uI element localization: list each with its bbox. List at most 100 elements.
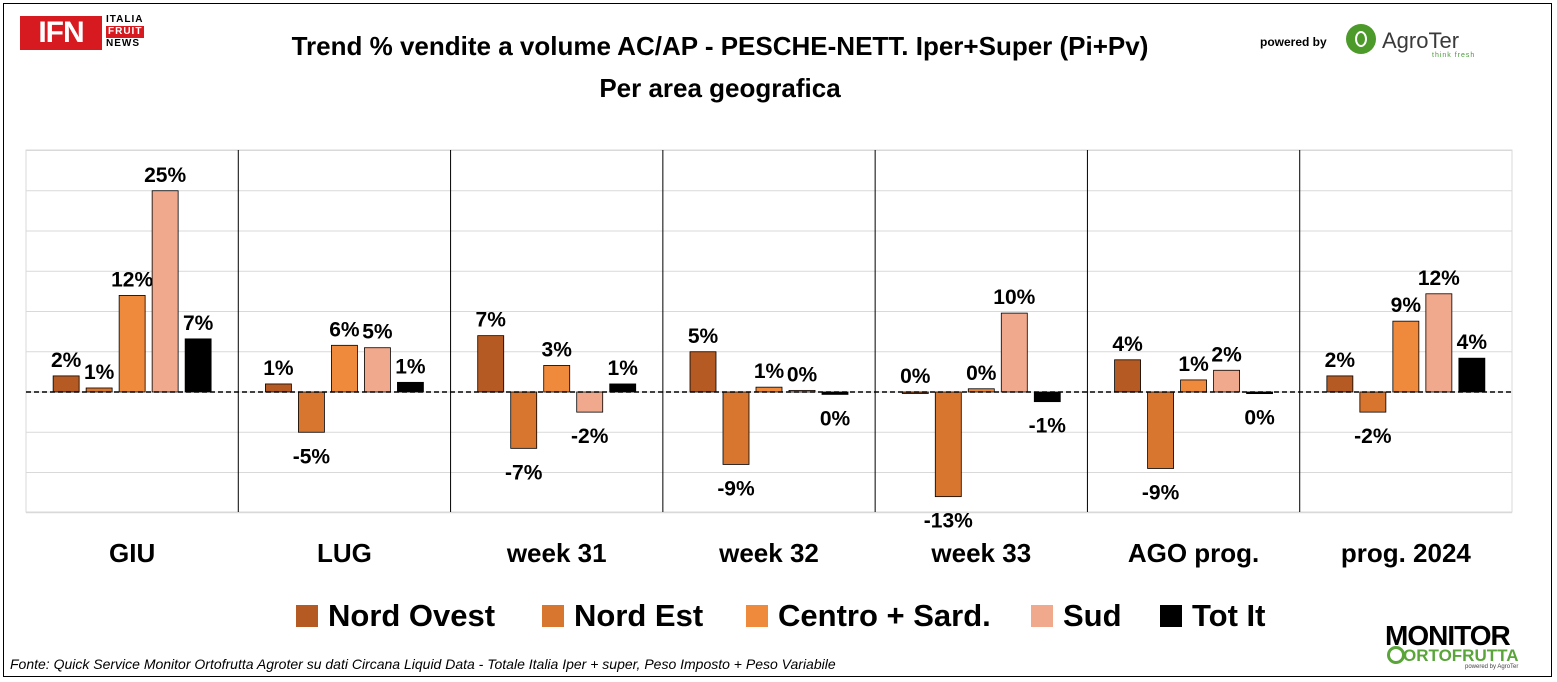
data-label: -7% [505, 461, 543, 484]
bar [576, 391, 604, 413]
bar [364, 347, 391, 393]
legend-swatch [542, 605, 564, 627]
bar [609, 383, 637, 393]
data-label: -2% [1354, 425, 1392, 448]
data-label: 0% [1244, 407, 1275, 430]
data-label: 10% [993, 286, 1035, 309]
bar [543, 365, 571, 393]
data-label: -9% [717, 477, 755, 500]
data-label: 5% [362, 321, 393, 344]
legend-swatch [1031, 605, 1053, 627]
legend-label: Tot It [1192, 598, 1266, 633]
legend-item: Sud [1031, 596, 1122, 636]
data-label: 1% [263, 357, 294, 380]
data-label: 0% [900, 365, 931, 388]
agroter-logo: AgroTer think fresh [1346, 22, 1476, 59]
legend-label: Nord Ovest [328, 598, 496, 633]
data-label: 4% [1457, 331, 1488, 354]
bar [1000, 312, 1028, 393]
category-label: prog. 2024 [1341, 538, 1472, 568]
data-label: 2% [1325, 349, 1356, 372]
agroter-logo-tagline: think fresh [1432, 52, 1476, 59]
monitor-logo-line2: ORTOFRUTTA [1403, 646, 1519, 665]
bar [1425, 293, 1453, 393]
bar [1326, 375, 1354, 393]
ifn-logo-line2: FRUIT [106, 26, 145, 38]
monitor-logo-line3: powered by AgroTer [1465, 664, 1519, 670]
legend-label: Sud [1063, 598, 1122, 633]
data-label: -2% [571, 425, 609, 448]
bar [331, 344, 358, 393]
legend-swatch [296, 605, 318, 627]
bar [1033, 391, 1061, 403]
data-label: 2% [51, 349, 82, 372]
agroter-logo-name: AgroTer [1382, 28, 1460, 53]
bar [722, 391, 750, 465]
category-label: week 31 [506, 538, 607, 568]
chart-frame [3, 3, 1552, 677]
category-label: LUG [317, 538, 372, 568]
bar [298, 391, 325, 433]
data-label: 7% [476, 309, 507, 332]
bar [397, 381, 424, 393]
data-label: 0% [820, 407, 851, 430]
data-label: 1% [608, 357, 639, 380]
data-label: 12% [1418, 267, 1460, 290]
legend-swatch [746, 605, 768, 627]
bar [1147, 391, 1174, 469]
data-label: 7% [183, 312, 214, 335]
agroter-leaf-icon [1346, 24, 1376, 54]
data-label: 2% [1211, 343, 1242, 366]
legend-label: Centro + Sard. [778, 598, 991, 633]
bar [934, 391, 962, 498]
data-label: 3% [542, 338, 573, 361]
category-label: week 32 [718, 538, 819, 568]
bar [1392, 320, 1420, 393]
ifn-logo-text: ITALIA FRUIT NEWS [106, 14, 164, 50]
bar [1359, 391, 1387, 413]
chart-subtitle: Per area geografica [599, 73, 841, 103]
data-label: -1% [1029, 415, 1067, 438]
bar [151, 190, 179, 393]
legend-item: Tot It [1160, 596, 1265, 636]
data-label: 1% [754, 360, 785, 383]
plot-area-border [25, 149, 1513, 513]
legend-item: Nord Est [542, 596, 703, 636]
category-label: week 33 [930, 538, 1031, 568]
bar [1458, 357, 1486, 393]
data-label: 25% [144, 164, 186, 187]
data-label: 0% [787, 363, 818, 386]
ifn-logo: IFN ITALIA FRUIT NEWS [20, 12, 165, 54]
chart-title: Trend % vendite a volume AC/AP - PESCHE-… [291, 31, 1149, 61]
data-label: 5% [688, 325, 719, 348]
monitor-logo-line1: MONITOR [1385, 620, 1511, 651]
bar [265, 383, 292, 393]
category-label: AGO prog. [1128, 538, 1259, 568]
bar [755, 386, 783, 393]
data-label: 1% [1178, 353, 1209, 376]
legend-item: Nord Ovest [296, 596, 495, 636]
category-label: GIU [109, 538, 155, 568]
powered-by-label: powered by [1260, 35, 1327, 49]
ifn-logo-line1: ITALIA [106, 14, 144, 25]
ifn-logo-mark: IFN [20, 16, 102, 50]
bar [184, 338, 212, 393]
data-label: 0% [966, 362, 997, 385]
bar [52, 375, 80, 393]
data-label: 6% [329, 318, 360, 341]
bar [1114, 359, 1141, 393]
ifn-logo-line3: NEWS [106, 38, 140, 49]
bar [1180, 379, 1207, 393]
monitor-ortofrutta-logo: MONITOR ORTOFRUTTA powered by AgroTer [1385, 620, 1545, 672]
data-label: -5% [293, 445, 331, 468]
data-label: -13% [924, 510, 973, 533]
bar [118, 294, 146, 393]
data-label: 9% [1391, 294, 1422, 317]
bar [477, 335, 505, 393]
magnifier-icon [1387, 646, 1405, 664]
chart-legend: Nord Ovest Nord Est Centro + Sard. Sud Tot I… [0, 596, 1557, 636]
source-note: Fonte: Quick Service Monitor Ortofrutta … [10, 656, 836, 672]
bar [689, 351, 717, 393]
data-label: -9% [1142, 481, 1180, 504]
legend-item: Centro + Sard. [746, 596, 991, 636]
